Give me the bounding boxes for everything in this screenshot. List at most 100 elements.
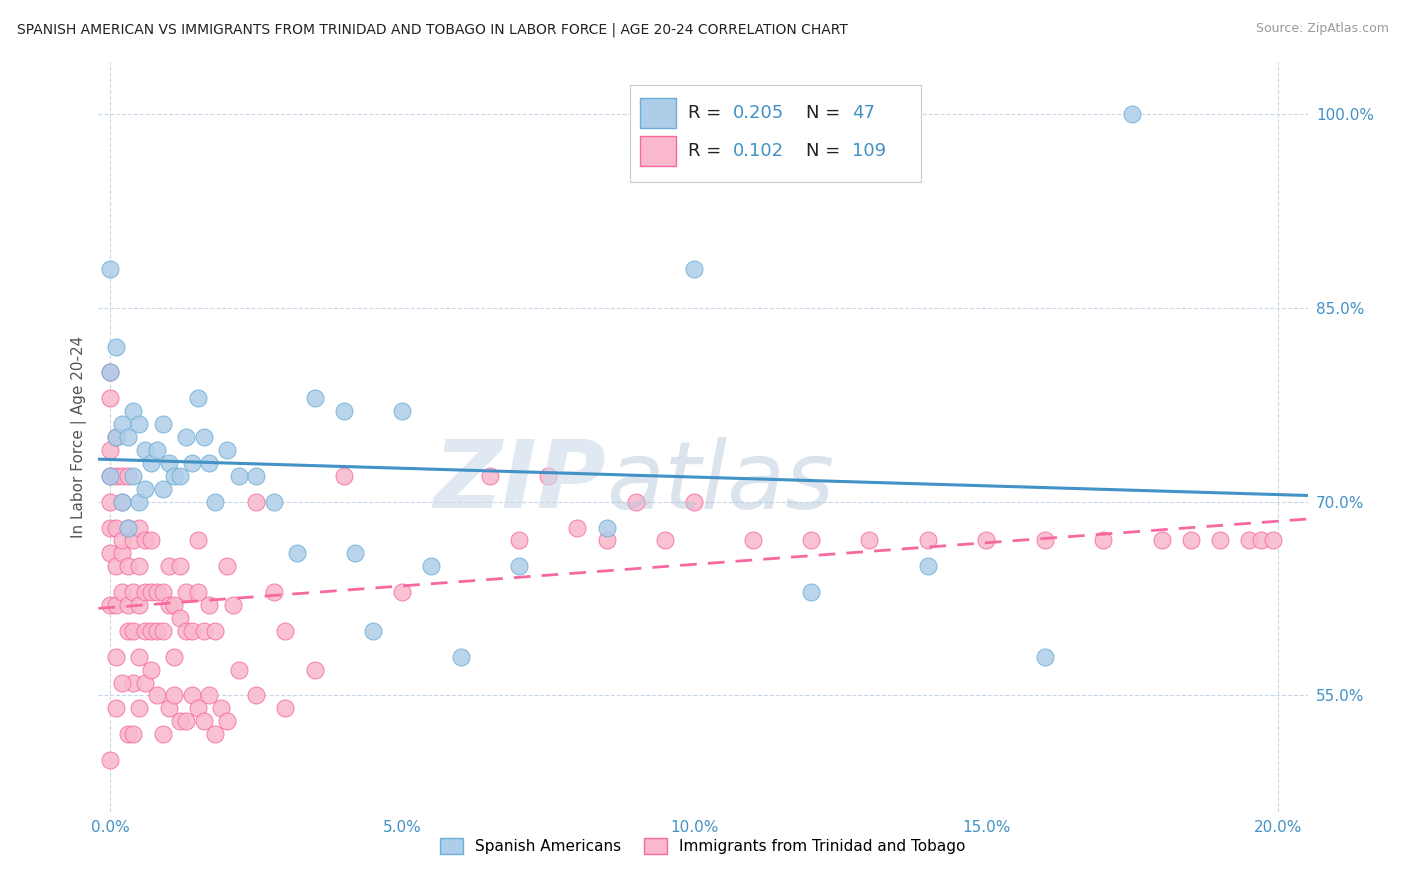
Point: [111, 533, 134, 548]
Point: [98, 494, 121, 508]
Point: [98, 753, 121, 767]
Text: 0.205: 0.205: [734, 104, 785, 122]
Point: [117, 559, 139, 574]
Point: [187, 701, 209, 715]
Point: [180, 689, 202, 703]
Point: [122, 533, 145, 548]
Point: [122, 624, 145, 638]
Point: [1209, 533, 1232, 548]
Point: [222, 598, 245, 612]
Point: [263, 494, 285, 508]
Point: [152, 585, 174, 599]
Point: [104, 468, 127, 483]
Point: [117, 468, 139, 483]
Point: [128, 494, 150, 508]
Point: [128, 598, 150, 612]
Point: [1180, 533, 1202, 548]
Point: [198, 689, 221, 703]
Text: 109: 109: [852, 142, 886, 160]
Point: [595, 520, 617, 534]
Point: [654, 533, 676, 548]
Point: [537, 468, 560, 483]
Point: [128, 417, 150, 432]
Point: [741, 533, 763, 548]
Point: [152, 727, 174, 741]
Point: [163, 649, 186, 664]
Point: [274, 701, 297, 715]
Point: [122, 727, 145, 741]
Point: [450, 649, 472, 664]
Point: [169, 468, 191, 483]
Point: [117, 598, 139, 612]
Point: [122, 404, 145, 418]
Point: [111, 468, 134, 483]
Point: [104, 430, 127, 444]
Y-axis label: In Labor Force | Age 20-24: In Labor Force | Age 20-24: [72, 336, 87, 538]
Point: [104, 520, 127, 534]
Point: [111, 417, 134, 432]
Point: [204, 494, 226, 508]
Point: [198, 598, 221, 612]
Point: [209, 701, 232, 715]
Point: [128, 559, 150, 574]
Point: [98, 442, 121, 457]
Point: [174, 585, 197, 599]
Point: [134, 482, 156, 496]
Point: [163, 468, 186, 483]
Point: [800, 585, 823, 599]
Point: [146, 624, 169, 638]
Point: [122, 468, 145, 483]
Point: [193, 624, 215, 638]
Point: [98, 366, 121, 380]
Point: [98, 468, 121, 483]
Point: [917, 559, 939, 574]
Point: [152, 417, 174, 432]
Point: [1033, 533, 1056, 548]
Point: [274, 624, 297, 638]
Text: atlas: atlas: [606, 436, 835, 527]
Point: [1250, 533, 1272, 548]
Point: [169, 559, 191, 574]
Point: [117, 624, 139, 638]
Point: [683, 494, 706, 508]
Point: [174, 624, 197, 638]
Point: [104, 430, 127, 444]
Point: [1092, 533, 1115, 548]
Point: [174, 430, 197, 444]
Point: [508, 559, 530, 574]
Point: [139, 456, 162, 470]
Point: [391, 585, 413, 599]
Point: [104, 559, 127, 574]
Point: [122, 675, 145, 690]
FancyBboxPatch shape: [630, 85, 921, 182]
Point: [332, 468, 354, 483]
Point: [169, 714, 191, 729]
Point: [128, 520, 150, 534]
Point: [304, 663, 326, 677]
Point: [134, 624, 156, 638]
Point: [104, 701, 127, 715]
Point: [215, 559, 238, 574]
Point: [117, 430, 139, 444]
Point: [285, 546, 308, 560]
Point: [1237, 533, 1260, 548]
Point: [174, 714, 197, 729]
Point: [361, 624, 384, 638]
Text: N =: N =: [806, 142, 846, 160]
Point: [98, 392, 121, 406]
Point: [146, 442, 169, 457]
Point: [139, 624, 162, 638]
Point: [117, 520, 139, 534]
Point: [98, 598, 121, 612]
Point: [134, 442, 156, 457]
Point: [111, 675, 134, 690]
Point: [245, 689, 267, 703]
Point: [478, 468, 501, 483]
Point: [128, 649, 150, 664]
Text: SPANISH AMERICAN VS IMMIGRANTS FROM TRINIDAD AND TOBAGO IN LABOR FORCE | AGE 20-: SPANISH AMERICAN VS IMMIGRANTS FROM TRIN…: [17, 22, 848, 37]
Point: [152, 482, 174, 496]
Text: 47: 47: [852, 104, 875, 122]
Point: [215, 442, 238, 457]
Point: [98, 468, 121, 483]
Point: [180, 456, 202, 470]
